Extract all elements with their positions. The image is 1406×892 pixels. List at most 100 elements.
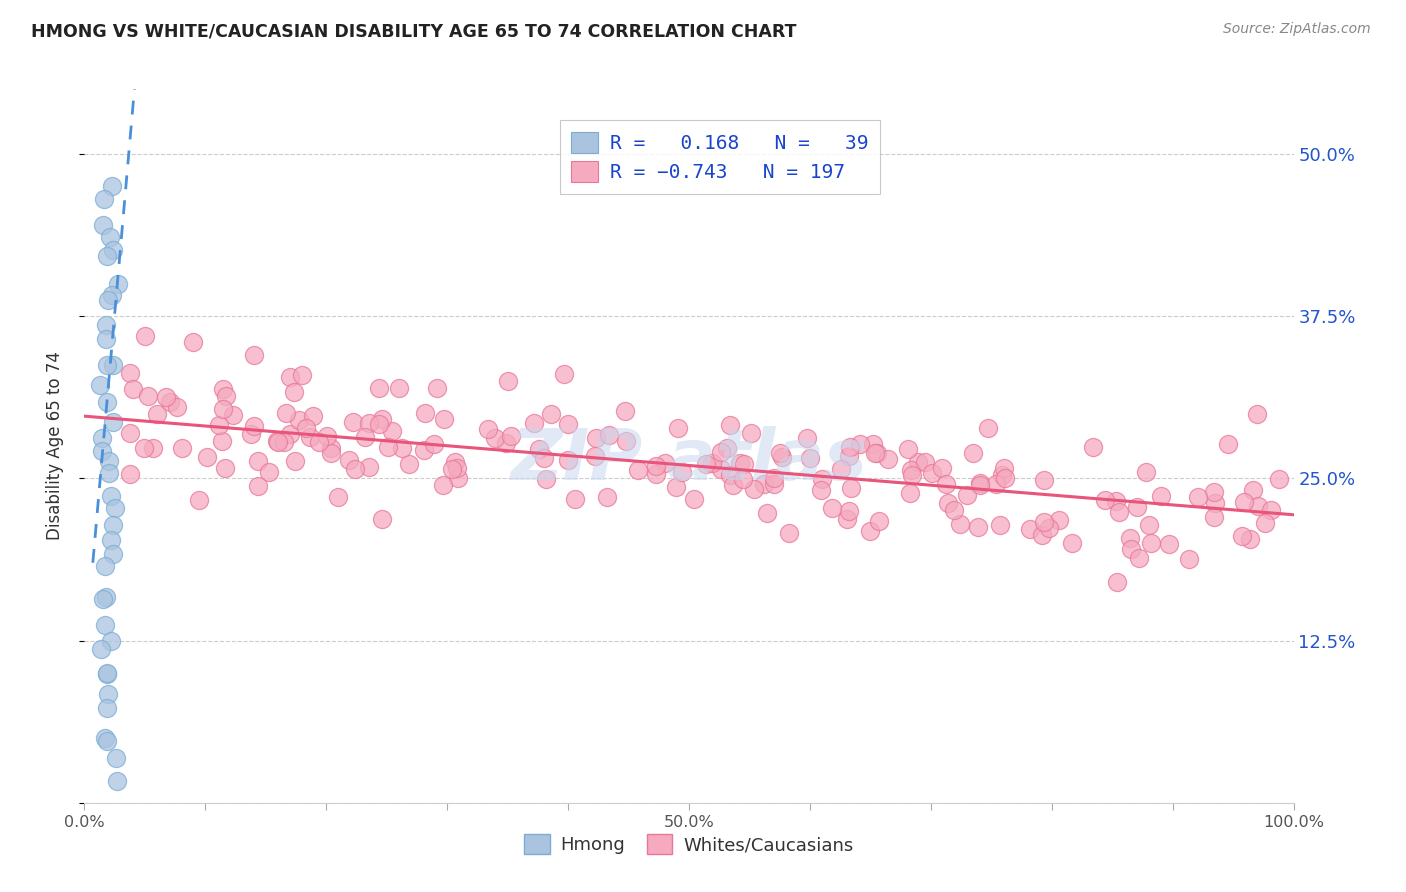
Whites/Caucasians	[1247, 500, 1270, 514]
Whites/Caucasians	[1019, 522, 1042, 536]
Hmong	[97, 687, 120, 701]
Hmong	[89, 378, 111, 392]
Whites/Caucasians	[159, 394, 181, 409]
Whites/Caucasians	[447, 471, 470, 485]
Whites/Caucasians	[769, 445, 792, 459]
Whites/Caucasians	[422, 437, 444, 451]
Whites/Caucasians	[499, 429, 522, 443]
Whites/Caucasians	[866, 446, 889, 460]
Whites/Caucasians	[1233, 495, 1256, 509]
Legend: Hmong, Whites/Caucasians: Hmong, Whites/Caucasians	[517, 827, 860, 862]
Whites/Caucasians	[733, 458, 755, 472]
Whites/Caucasians	[614, 434, 637, 448]
Hmong	[98, 229, 121, 244]
Whites/Caucasians	[897, 442, 920, 457]
Whites/Caucasians	[215, 388, 238, 402]
Whites/Caucasians	[342, 416, 364, 430]
Whites/Caucasians	[354, 430, 377, 444]
Whites/Caucasians	[838, 504, 860, 518]
Whites/Caucasians	[278, 427, 301, 442]
Whites/Caucasians	[146, 408, 169, 422]
Whites/Caucasians	[337, 453, 360, 467]
Whites/Caucasians	[1121, 541, 1143, 556]
Whites/Caucasians	[865, 446, 887, 460]
Whites/Caucasians	[391, 441, 413, 455]
Whites/Caucasians	[718, 467, 741, 482]
Hmong	[101, 518, 124, 533]
Whites/Caucasians	[120, 366, 142, 380]
Whites/Caucasians	[988, 517, 1011, 532]
Whites/Caucasians	[969, 476, 991, 491]
Whites/Caucasians	[242, 348, 264, 362]
Whites/Caucasians	[810, 483, 832, 497]
Y-axis label: Disability Age 65 to 74: Disability Age 65 to 74	[45, 351, 63, 541]
Whites/Caucasians	[1239, 533, 1261, 547]
Whites/Caucasians	[496, 374, 519, 388]
Whites/Caucasians	[710, 462, 733, 476]
Whites/Caucasians	[709, 444, 731, 458]
Whites/Caucasians	[721, 478, 744, 492]
Whites/Caucasians	[830, 462, 852, 476]
Whites/Caucasians	[742, 483, 765, 497]
Whites/Caucasians	[986, 476, 1008, 491]
Whites/Caucasians	[426, 380, 449, 394]
Whites/Caucasians	[627, 462, 650, 476]
Whites/Caucasians	[1137, 517, 1160, 532]
Whites/Caucasians	[1105, 575, 1128, 590]
Whites/Caucasians	[1187, 490, 1209, 504]
Whites/Caucasians	[187, 493, 209, 508]
Hmong	[94, 332, 117, 346]
Whites/Caucasians	[898, 486, 921, 500]
Whites/Caucasians	[477, 421, 499, 435]
Whites/Caucasians	[654, 456, 676, 470]
Hmong	[91, 219, 114, 233]
Hmong	[100, 533, 122, 547]
Hmong	[96, 666, 118, 681]
Whites/Caucasians	[811, 472, 834, 486]
Whites/Caucasians	[943, 502, 966, 516]
Text: HMONG VS WHITE/CAUCASIAN DISABILITY AGE 65 TO 74 CORRELATION CHART: HMONG VS WHITE/CAUCASIAN DISABILITY AGE …	[31, 22, 796, 40]
Whites/Caucasians	[433, 412, 456, 426]
Whites/Caucasians	[716, 441, 738, 455]
Whites/Caucasians	[645, 467, 668, 482]
Whites/Caucasians	[343, 462, 366, 476]
Whites/Caucasians	[1119, 531, 1142, 545]
Whites/Caucasians	[326, 490, 349, 504]
Whites/Caucasians	[170, 441, 193, 455]
Whites/Caucasians	[284, 454, 307, 468]
Whites/Caucasians	[522, 417, 544, 431]
Whites/Caucasians	[1031, 528, 1053, 542]
Whites/Caucasians	[671, 465, 693, 479]
Text: Source: ZipAtlas.com: Source: ZipAtlas.com	[1223, 22, 1371, 37]
Whites/Caucasians	[319, 446, 342, 460]
Hmong	[101, 179, 124, 194]
Whites/Caucasians	[1150, 489, 1173, 503]
Whites/Caucasians	[295, 421, 318, 435]
Whites/Caucasians	[564, 491, 586, 506]
Whites/Caucasians	[214, 460, 236, 475]
Whites/Caucasians	[1094, 493, 1116, 508]
Whites/Caucasians	[316, 429, 339, 443]
Whites/Caucasians	[446, 460, 468, 475]
Whites/Caucasians	[246, 453, 269, 467]
Hmong	[101, 288, 124, 302]
Whites/Caucasians	[1218, 437, 1240, 451]
Whites/Caucasians	[288, 413, 311, 427]
Whites/Caucasians	[949, 516, 972, 531]
Whites/Caucasians	[1178, 552, 1201, 566]
Hmong	[96, 249, 118, 263]
Whites/Caucasians	[666, 421, 689, 435]
Whites/Caucasians	[398, 457, 420, 471]
Whites/Caucasians	[914, 455, 936, 469]
Whites/Caucasians	[283, 385, 305, 400]
Whites/Caucasians	[900, 463, 922, 477]
Hmong	[96, 359, 118, 373]
Whites/Caucasians	[357, 460, 380, 475]
Hmong	[105, 774, 128, 789]
Whites/Caucasians	[553, 367, 575, 381]
Whites/Caucasians	[118, 467, 141, 482]
Whites/Caucasians	[838, 450, 860, 464]
Hmong	[100, 489, 122, 503]
Hmong	[101, 547, 124, 561]
Text: ZIP atlas: ZIP atlas	[510, 425, 868, 495]
